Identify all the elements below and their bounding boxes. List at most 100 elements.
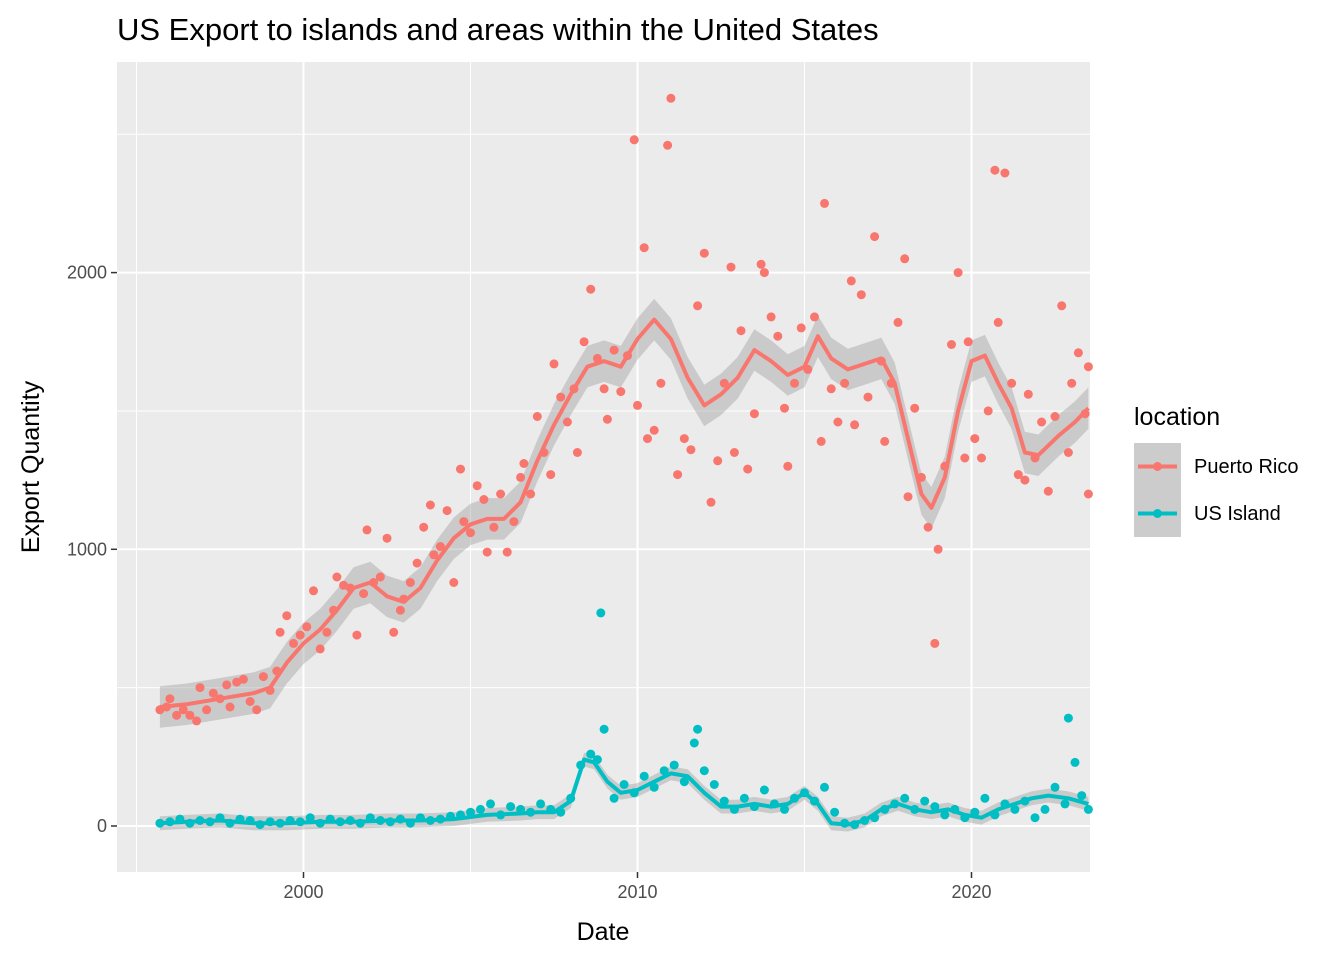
data-point-1 — [1040, 804, 1050, 814]
data-point-0 — [309, 586, 318, 596]
data-point-1 — [830, 807, 840, 817]
data-point-0 — [509, 517, 519, 527]
data-point-0 — [459, 517, 469, 527]
data-point-0 — [466, 528, 475, 538]
data-point-0 — [820, 198, 829, 208]
data-point-0 — [442, 506, 452, 516]
ribbon-0 — [159, 298, 1089, 728]
data-point-0 — [900, 254, 910, 264]
data-point-0 — [693, 301, 703, 311]
data-point-0 — [238, 674, 248, 684]
data-point-0 — [719, 378, 729, 388]
data-point-0 — [953, 268, 963, 278]
data-point-0 — [923, 522, 933, 532]
chart-title: US Export to islands and areas within th… — [117, 12, 879, 47]
data-point-0 — [1023, 389, 1033, 399]
data-point-0 — [412, 558, 422, 568]
data-point-0 — [195, 683, 205, 693]
data-point-1 — [466, 807, 475, 817]
x-axis-ticks: 2000 2010 2020 — [283, 872, 992, 902]
data-point-0 — [245, 697, 255, 706]
data-point-0 — [656, 378, 666, 388]
data-point-0 — [562, 417, 572, 427]
data-point-0 — [666, 93, 676, 103]
data-point-0 — [609, 345, 619, 355]
data-point-1 — [759, 785, 769, 795]
data-point-0 — [1020, 475, 1030, 485]
data-point-0 — [332, 572, 342, 582]
plot-panel — [117, 62, 1090, 872]
x-axis-title: Date — [577, 918, 630, 946]
data-point-0 — [780, 403, 789, 413]
x-tick-label: 2020 — [951, 882, 991, 902]
data-point-1 — [940, 810, 950, 820]
data-point-0 — [185, 710, 195, 720]
data-point-1 — [1083, 804, 1093, 814]
data-point-1 — [980, 793, 990, 803]
legend-keys: Puerto Rico US Island — [1134, 443, 1299, 537]
data-point-1 — [659, 766, 669, 776]
data-point-0 — [579, 337, 589, 347]
data-point-0 — [178, 705, 188, 715]
data-point-0 — [930, 638, 940, 648]
data-point-0 — [933, 544, 943, 554]
data-point-1 — [900, 793, 910, 803]
data-point-0 — [222, 680, 232, 690]
data-point-1 — [1010, 804, 1020, 814]
y-tick-label: 2000 — [67, 263, 107, 283]
data-point-0 — [362, 525, 372, 535]
data-point-0 — [479, 495, 489, 504]
data-point-0 — [743, 464, 753, 474]
data-point-0 — [977, 453, 986, 463]
data-point-0 — [482, 547, 492, 557]
data-point-1 — [693, 724, 703, 734]
data-point-0 — [1050, 412, 1060, 421]
data-point-0 — [586, 284, 596, 294]
data-point-0 — [673, 470, 683, 480]
data-point-0 — [880, 436, 890, 446]
trend-line-1 — [159, 757, 1089, 827]
data-point-0 — [796, 323, 806, 333]
data-point-0 — [546, 470, 556, 480]
x-tick-label: 2000 — [283, 882, 323, 902]
data-point-0 — [726, 262, 736, 272]
data-point-1 — [1063, 713, 1073, 723]
data-point-0 — [629, 135, 639, 145]
data-point-0 — [172, 710, 182, 720]
data-point-0 — [773, 331, 783, 341]
data-point-1 — [930, 802, 940, 812]
data-point-1 — [709, 780, 719, 789]
data-point-0 — [993, 317, 1003, 327]
data-point-0 — [519, 459, 529, 468]
data-point-0 — [359, 589, 369, 599]
data-point-0 — [633, 400, 642, 410]
data-point-0 — [1013, 470, 1023, 480]
data-point-1 — [669, 760, 679, 770]
data-point-0 — [816, 436, 826, 446]
legend-label: US Island — [1194, 503, 1281, 525]
data-point-0 — [572, 448, 582, 457]
data-point-0 — [983, 406, 993, 416]
data-point-0 — [790, 378, 799, 388]
data-point-0 — [1063, 448, 1073, 457]
data-point-0 — [706, 497, 716, 507]
data-point-0 — [395, 605, 405, 615]
data-point-1 — [609, 793, 619, 803]
data-point-0 — [639, 243, 649, 253]
data-point-0 — [729, 448, 739, 457]
data-point-0 — [556, 392, 566, 402]
data-point-0 — [489, 522, 499, 532]
data-point-0 — [599, 384, 609, 394]
data-point-1 — [596, 608, 606, 618]
data-point-0 — [252, 705, 262, 715]
data-point-0 — [302, 622, 312, 632]
data-point-1 — [619, 780, 629, 789]
data-point-0 — [282, 611, 292, 621]
data-point-0 — [686, 445, 696, 455]
data-point-0 — [759, 268, 769, 278]
data-point-0 — [1083, 362, 1093, 372]
data-point-1 — [699, 766, 709, 776]
data-point-0 — [840, 378, 850, 388]
data-point-0 — [472, 481, 482, 491]
